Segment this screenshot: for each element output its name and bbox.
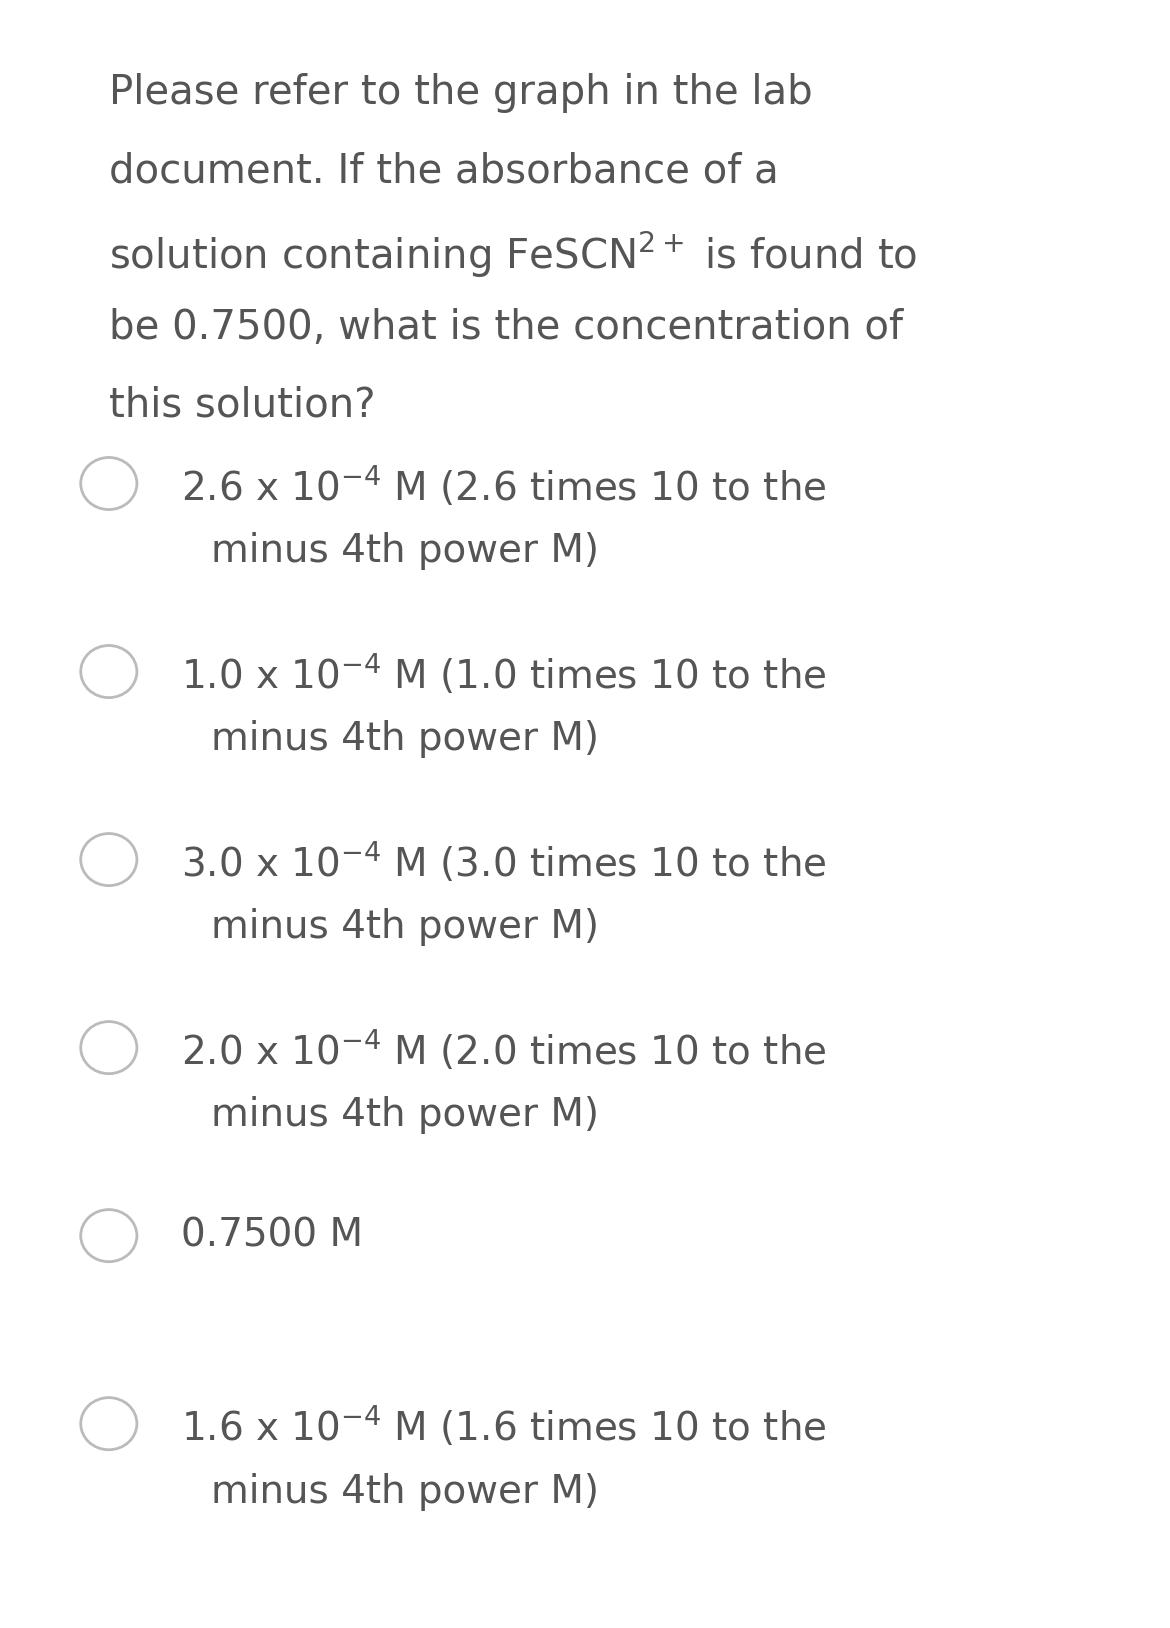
Text: document. If the absorbance of a: document. If the absorbance of a: [109, 151, 778, 192]
Text: 1.6 x 10$^{-4}$ M (1.6 times 10 to the: 1.6 x 10$^{-4}$ M (1.6 times 10 to the: [181, 1403, 827, 1449]
Text: minus 4th power M): minus 4th power M): [211, 532, 599, 570]
Text: minus 4th power M): minus 4th power M): [211, 908, 599, 946]
Text: minus 4th power M): minus 4th power M): [211, 1473, 599, 1511]
Text: 2.6 x 10$^{-4}$ M (2.6 times 10 to the: 2.6 x 10$^{-4}$ M (2.6 times 10 to the: [181, 464, 827, 508]
Text: 3.0 x 10$^{-4}$ M (3.0 times 10 to the: 3.0 x 10$^{-4}$ M (3.0 times 10 to the: [181, 840, 827, 884]
Text: 1.0 x 10$^{-4}$ M (1.0 times 10 to the: 1.0 x 10$^{-4}$ M (1.0 times 10 to the: [181, 653, 827, 697]
Text: be 0.7500, what is the concentration of: be 0.7500, what is the concentration of: [109, 308, 903, 348]
Text: minus 4th power M): minus 4th power M): [211, 721, 599, 759]
Text: Please refer to the graph in the lab: Please refer to the graph in the lab: [109, 73, 812, 114]
Text: 2.0 x 10$^{-4}$ M (2.0 times 10 to the: 2.0 x 10$^{-4}$ M (2.0 times 10 to the: [181, 1029, 827, 1073]
Text: solution containing FeSCN$^{2+}$ is found to: solution containing FeSCN$^{2+}$ is foun…: [109, 230, 917, 280]
Text: minus 4th power M): minus 4th power M): [211, 1097, 599, 1135]
Text: this solution?: this solution?: [109, 386, 376, 427]
Text: 0.7500 M: 0.7500 M: [181, 1216, 364, 1254]
